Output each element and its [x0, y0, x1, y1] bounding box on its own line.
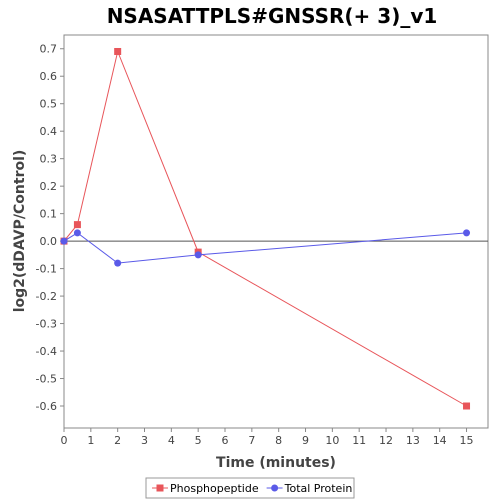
phosphopeptide-point	[463, 402, 471, 410]
x-tick-label: 4	[168, 434, 175, 447]
y-tick-label: -0.1	[36, 263, 57, 276]
y-tick-label: 0.6	[40, 70, 58, 83]
total-protein-point	[60, 237, 68, 245]
x-tick-label: 6	[222, 434, 229, 447]
x-tick-label: 1	[87, 434, 94, 447]
x-tick-label: 13	[406, 434, 420, 447]
y-tick-label: 0.7	[40, 43, 58, 56]
y-tick-label: -0.3	[36, 318, 57, 331]
legend-label-phosphopeptide: Phosphopeptide	[170, 482, 259, 495]
y-tick-label: 0.3	[40, 153, 58, 166]
plot-area	[63, 34, 489, 429]
phosphopeptide-point	[114, 47, 122, 55]
x-tick-label: 2	[114, 434, 121, 447]
y-axis: 0.7 0.6 0.5 0.4 0.3 0.2 0.1 0.0 -0.1 -0.2 -0.3 -0.4…	[36, 43, 64, 413]
phosphopeptide-point	[73, 221, 81, 229]
total-protein-point	[194, 251, 202, 259]
x-tick-label: 12	[379, 434, 393, 447]
y-tick-label: -0.6	[36, 400, 57, 413]
legend-circle-marker	[271, 484, 279, 492]
x-tick-label: 5	[195, 434, 202, 447]
y-axis-title: log2(dDAVP/Control)	[12, 150, 28, 313]
total-protein-point	[114, 259, 122, 267]
legend: Phosphopeptide Total Protein	[145, 477, 355, 499]
total-protein-point	[73, 229, 81, 237]
x-tick-label: 8	[275, 434, 282, 447]
y-tick-label: 0.4	[40, 125, 58, 138]
y-tick-label: 0.2	[40, 180, 58, 193]
x-tick-label: 11	[352, 434, 366, 447]
y-tick-label: -0.5	[36, 373, 57, 386]
y-tick-label: -0.2	[36, 290, 57, 303]
x-tick-label: 10	[325, 434, 339, 447]
y-tick-label: 0.0	[40, 235, 58, 248]
x-tick-label: 9	[302, 434, 309, 447]
x-axis-title: Time (minutes)	[216, 455, 336, 471]
legend-frame	[145, 477, 355, 499]
x-axis: 0 1 2 3 4 5 6 7 8 9 10 11 12 13 14 15	[61, 428, 474, 447]
total-protein-point	[463, 229, 471, 237]
x-tick-label: 14	[433, 434, 447, 447]
x-tick-label: 7	[248, 434, 255, 447]
series-group	[60, 47, 471, 410]
y-tick-label: 0.5	[40, 98, 58, 111]
chart-title: NSASATTPLS#GNSSR(+ 3)_v1	[107, 4, 438, 28]
y-tick-label: 0.1	[40, 208, 58, 221]
legend-label-total-protein: Total Protein	[284, 482, 353, 495]
x-tick-label: 0	[61, 434, 68, 447]
x-tick-label: 3	[141, 434, 148, 447]
y-tick-label: -0.4	[36, 345, 57, 358]
legend-square-marker	[156, 484, 164, 492]
x-tick-label: 15	[460, 434, 474, 447]
